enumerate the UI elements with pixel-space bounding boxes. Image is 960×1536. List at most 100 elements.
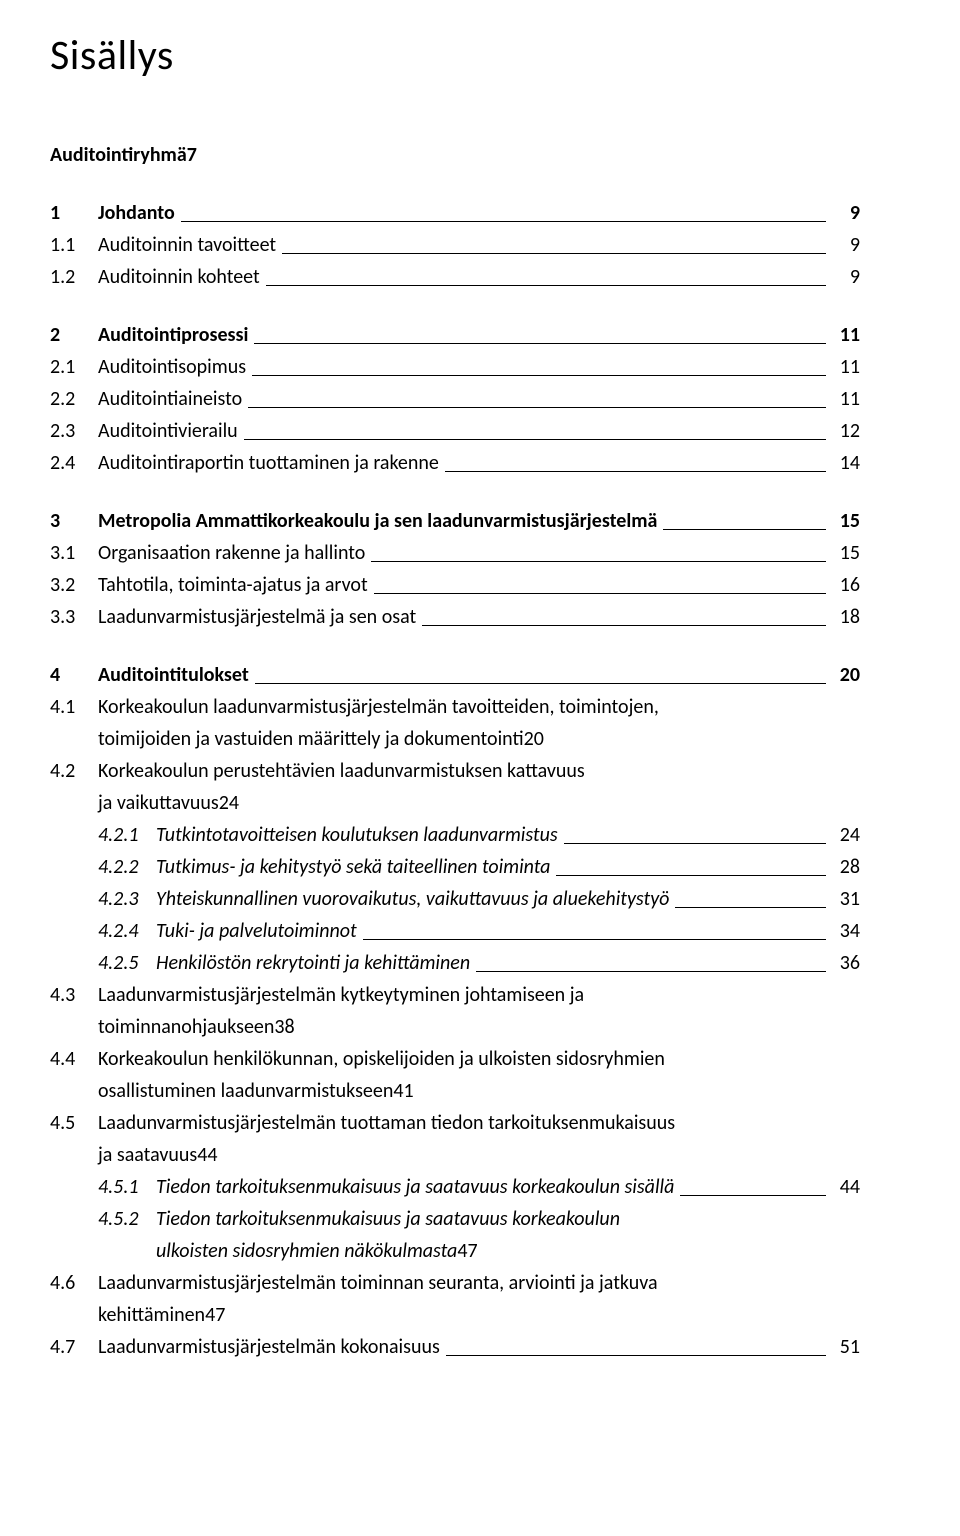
toc-entry: 4.2.3Yhteiskunnallinen vuorovaikutus, va… xyxy=(50,885,860,913)
toc-leader xyxy=(255,683,826,684)
toc-entry-label: toimijoiden ja vastuiden määrittely ja d… xyxy=(98,725,524,753)
toc-entry-continuation: ja vaikuttavuus24 xyxy=(50,789,860,817)
toc-entry-label: Tiedon tarkoituksenmukaisuus ja saatavuu… xyxy=(156,1205,620,1233)
toc-leader xyxy=(244,439,826,440)
toc-entry-label: Laadunvarmistusjärjestelmän kokonaisuus xyxy=(98,1333,440,1361)
toc-entry-number: 4.3 xyxy=(50,981,98,1009)
toc-entry-continuation: ja saatavuus44 xyxy=(50,1141,860,1169)
toc-entry: 4.2.5Henkilöstön rekrytointi ja kehittäm… xyxy=(50,949,860,977)
section-gap xyxy=(50,173,860,199)
toc-leader xyxy=(282,253,826,254)
toc-entry: 4.7Laadunvarmistusjärjestelmän kokonaisu… xyxy=(50,1333,860,1361)
toc-entry-number: 2.2 xyxy=(50,385,98,413)
toc-entry: 2Auditointiprosessi11 xyxy=(50,321,860,349)
toc-entry-label: Auditointiaineisto xyxy=(98,385,242,413)
toc-leader xyxy=(446,1355,826,1356)
toc-leader xyxy=(564,843,826,844)
toc-entry-number: 4.2 xyxy=(50,757,98,785)
toc-entry-number: 4.2.1 xyxy=(98,821,156,849)
toc-entry-number: 4 xyxy=(50,661,98,689)
toc-entry: 4.2Korkeakoulun perustehtävien laadunvar… xyxy=(50,757,860,785)
toc-entry: 3Metropolia Ammattikorkeakoulu ja sen la… xyxy=(50,507,860,535)
toc-entry-label: Auditointivierailu xyxy=(98,417,238,445)
toc-entry-number: 4.5.2 xyxy=(98,1205,156,1233)
table-of-contents: Auditointiryhmä7 1Johdanto 9 1.1Auditoinnin… xyxy=(50,141,860,1361)
toc-entry-label: Auditoinnin tavoitteet xyxy=(98,231,276,259)
toc-leader xyxy=(675,907,826,908)
toc-entry-label: Johdanto xyxy=(98,199,175,227)
toc-entry-number: 2.1 xyxy=(50,353,98,381)
toc-entry: 2.3Auditointivierailu12 xyxy=(50,417,860,445)
toc-entry-page: 11 xyxy=(832,385,860,413)
toc-entry-page: 18 xyxy=(832,603,860,631)
toc-entry-label: Auditointiraportin tuottaminen ja rakenn… xyxy=(98,449,439,477)
toc-leader xyxy=(445,471,826,472)
toc-entry-page: 15 xyxy=(832,507,860,535)
toc-leader xyxy=(422,625,826,626)
toc-entry: 1.2Auditoinnin kohteet9 xyxy=(50,263,860,291)
toc-entry: 2.4Auditointiraportin tuottaminen ja rak… xyxy=(50,449,860,477)
toc-entry-page: 47 xyxy=(457,1237,477,1265)
toc-leader xyxy=(181,221,826,222)
toc-entry-number: 3 xyxy=(50,507,98,535)
toc-entry-number: 2.3 xyxy=(50,417,98,445)
toc-entry-label: Laadunvarmistusjärjestelmä ja sen osat xyxy=(98,603,416,631)
toc-leader xyxy=(476,971,826,972)
toc-entry: 4.6Laadunvarmistusjärjestelmän toiminnan… xyxy=(50,1269,860,1297)
toc-entry-page: 7 xyxy=(187,141,197,169)
toc-entry: 4.3Laadunvarmistusjärjestelmän kytkeytym… xyxy=(50,981,860,1009)
toc-entry-number: 4.7 xyxy=(50,1333,98,1361)
toc-entry-label: Auditointiryhmä xyxy=(50,141,187,169)
toc-entry: 4.2.2Tutkimus- ja kehitystyö sekä taitee… xyxy=(50,853,860,881)
toc-entry-number: 4.4 xyxy=(50,1045,98,1073)
toc-entry-label: Korkeakoulun laadunvarmistusjärjestelmän… xyxy=(98,693,659,721)
toc-entry-label: Tuki- ja palvelutoiminnot xyxy=(156,917,357,945)
toc-entry-page: 51 xyxy=(832,1333,860,1361)
toc-entry-number: 1.1 xyxy=(50,231,98,259)
toc-entry-label: Tiedon tarkoituksenmukaisuus ja saatavuu… xyxy=(156,1173,674,1201)
toc-leader xyxy=(680,1195,826,1196)
toc-entry: 2.1Auditointisopimus11 xyxy=(50,353,860,381)
toc-entry: 3.3Laadunvarmistusjärjestelmä ja sen osa… xyxy=(50,603,860,631)
toc-entry-page: 9 xyxy=(832,199,860,227)
toc-entry-number: 3.3 xyxy=(50,603,98,631)
toc-entry: 4.1Korkeakoulun laadunvarmistusjärjestel… xyxy=(50,693,860,721)
toc-entry-page: 28 xyxy=(832,853,860,881)
toc-entry-page: 11 xyxy=(832,321,860,349)
toc-entry-label: Henkilöstön rekrytointi ja kehittäminen xyxy=(156,949,470,977)
toc-entry-label: Tutkimus- ja kehitystyö sekä taiteelline… xyxy=(156,853,550,881)
toc-entry-page: 38 xyxy=(274,1013,294,1041)
toc-entry-page: 16 xyxy=(832,571,860,599)
toc-entry-page: 47 xyxy=(205,1301,225,1329)
page-title: Sisällys xyxy=(50,30,860,81)
toc-entry: 4.5.1Tiedon tarkoituksenmukaisuus ja saa… xyxy=(50,1173,860,1201)
toc-entry-continuation: osallistuminen laadunvarmistukseen41 xyxy=(50,1077,860,1105)
toc-entry-label: Metropolia Ammattikorkeakoulu ja sen laa… xyxy=(98,507,657,535)
toc-entry-label: Auditointisopimus xyxy=(98,353,246,381)
toc-leader xyxy=(363,939,826,940)
toc-entry-page: 41 xyxy=(393,1077,413,1105)
toc-entry-page: 20 xyxy=(832,661,860,689)
toc-entry-number: 1 xyxy=(50,199,98,227)
toc-entry: 4.5.2Tiedon tarkoituksenmukaisuus ja saa… xyxy=(50,1205,860,1233)
toc-entry-page: 24 xyxy=(219,789,239,817)
toc-entry-label: ja vaikuttavuus xyxy=(98,789,219,817)
toc-leader xyxy=(266,285,826,286)
toc-entry-label: Organisaation rakenne ja hallinto xyxy=(98,539,365,567)
toc-entry-number: 2.4 xyxy=(50,449,98,477)
toc-entry-number: 4.2.3 xyxy=(98,885,156,913)
toc-entry-page: 20 xyxy=(524,725,544,753)
toc-entry-label: osallistuminen laadunvarmistukseen xyxy=(98,1077,393,1105)
toc-entry: 4.5Laadunvarmistusjärjestelmän tuottaman… xyxy=(50,1109,860,1137)
toc-entry-continuation: kehittäminen47 xyxy=(50,1301,860,1329)
toc-entry-number: 3.2 xyxy=(50,571,98,599)
toc-entry-label: Laadunvarmistusjärjestelmän toiminnan se… xyxy=(98,1269,658,1297)
toc-entry: 1.1Auditoinnin tavoitteet9 xyxy=(50,231,860,259)
toc-entry-number: 2 xyxy=(50,321,98,349)
toc-entry-label: Laadunvarmistusjärjestelmän kytkeytymine… xyxy=(98,981,584,1009)
toc-leader xyxy=(374,593,826,594)
toc-leader xyxy=(556,875,826,876)
toc-entry: 3.2Tahtotila, toiminta-ajatus ja arvot16 xyxy=(50,571,860,599)
section-gap xyxy=(50,635,860,661)
section-gap xyxy=(50,295,860,321)
